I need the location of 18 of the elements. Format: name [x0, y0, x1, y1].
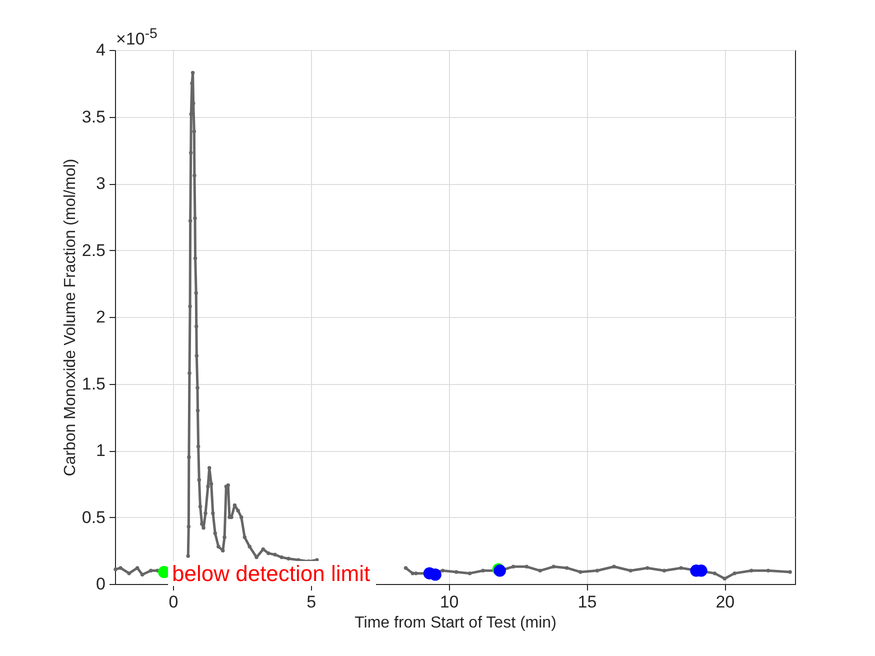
x-tick-label: 20 [716, 592, 735, 612]
y-axis-title: Carbon Monoxide Volume Fraction (mol/mol) [62, 158, 79, 476]
y-tick-label: 1.5 [82, 374, 106, 394]
y-tick-label: 2 [96, 308, 106, 326]
y-tick-label: 3 [96, 174, 106, 193]
y-tick-label: 0.5 [82, 508, 106, 527]
y-tick-label: 2.5 [82, 240, 106, 260]
y-tick-label: 0 [96, 574, 106, 594]
x-tick-label: 15 [578, 592, 597, 612]
x-tick-label: 0 [168, 592, 178, 612]
y-tick-label: 3.5 [82, 107, 106, 126]
text: ×10$^{-5}$ [116, 26, 158, 50]
y-tick-label: 4 [96, 40, 106, 60]
annotation: below detection limit [168, 561, 376, 586]
y-tick-label: 1 [96, 441, 106, 460]
x-tick-label: 5 [306, 592, 316, 612]
x-tick-label: 10 [440, 592, 459, 612]
x-axis-title: Time from Start of Test (min) [354, 614, 556, 632]
